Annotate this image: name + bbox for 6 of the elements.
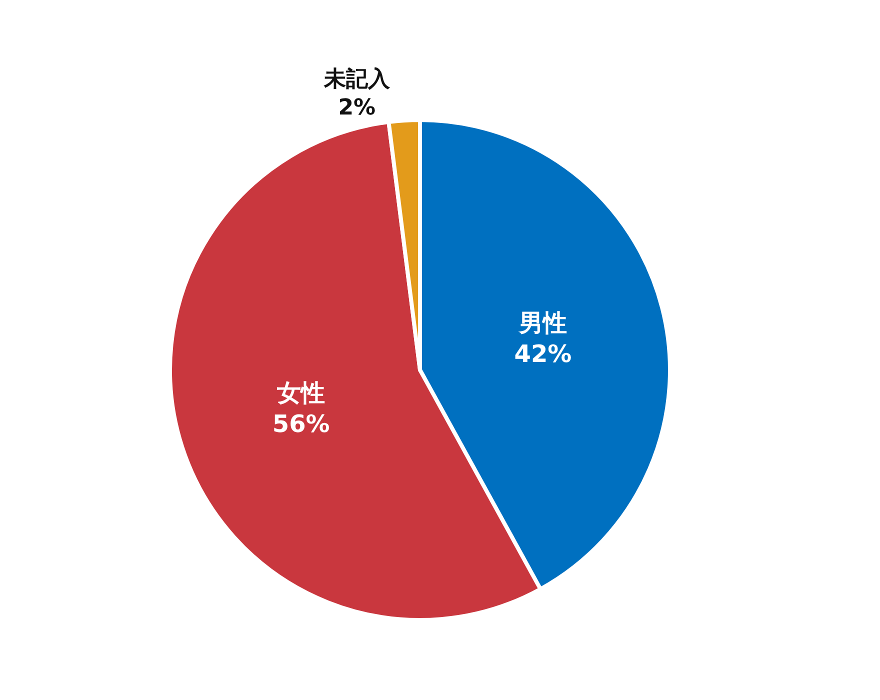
slice-label: 男性 — [518, 308, 568, 337]
slice-label: 未記入 — [322, 67, 391, 92]
data-label: 42% — [514, 340, 572, 368]
data-label: 56% — [272, 410, 330, 438]
slice-label: 女性 — [276, 379, 326, 408]
data-label: 2% — [338, 96, 376, 121]
